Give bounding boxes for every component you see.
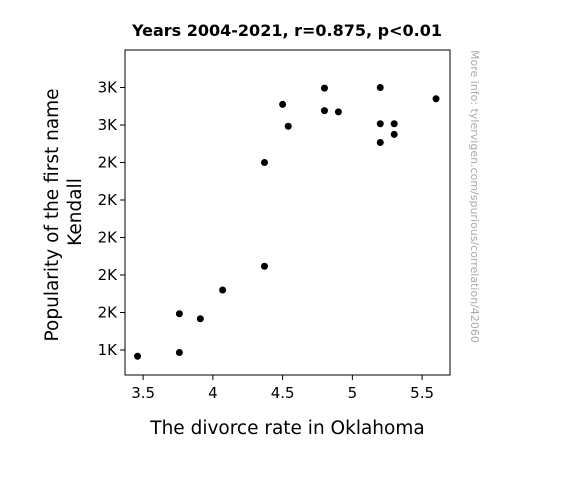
data-point	[279, 100, 287, 108]
data-point	[376, 84, 384, 91]
data-point	[175, 310, 183, 318]
x-tick-label: 4.5	[271, 384, 295, 402]
x-tick-label: 5	[348, 384, 358, 402]
plot-area-frame	[124, 49, 451, 376]
data-point	[390, 120, 398, 128]
chart-title: Years 2004-2021, r=0.875, p<0.01	[131, 21, 442, 40]
x-axis-ticks: 3.5 4 4.5 5 5.5	[131, 375, 434, 402]
y-axis-label: Popularity of the first name Kendall	[42, 83, 86, 342]
y-tick-label: 2K	[98, 304, 119, 322]
data-point	[320, 84, 328, 92]
data-point	[175, 349, 183, 356]
data-point	[390, 130, 398, 138]
data-point	[219, 286, 227, 294]
source-watermark: More info: tylervigen.com/spurious/corre…	[468, 50, 481, 343]
y-tick-label: 2K	[98, 266, 119, 284]
data-point	[334, 108, 342, 116]
y-tick-label: 3K	[98, 116, 119, 134]
data-points	[134, 84, 440, 360]
y-tick-label: 2K	[98, 154, 119, 172]
x-tick-label: 5.5	[410, 384, 434, 402]
data-point	[432, 95, 440, 103]
data-point	[376, 139, 384, 146]
y-axis-label-line-2: Kendall	[65, 178, 86, 246]
x-axis-label: The divorce rate in Oklahoma	[149, 418, 424, 439]
data-point	[320, 107, 328, 115]
data-point	[134, 352, 142, 360]
data-point	[260, 159, 268, 166]
data-point	[376, 120, 384, 128]
y-axis-ticks: 1K 2K 2K 2K 2K 2K 3K 3K	[98, 79, 125, 359]
y-tick-label: 2K	[98, 191, 119, 209]
data-point	[196, 315, 204, 323]
y-tick-label: 2K	[98, 229, 119, 247]
x-tick-label: 4	[208, 384, 218, 402]
y-tick-label: 1K	[98, 341, 119, 359]
data-point	[284, 122, 292, 130]
data-point	[260, 262, 268, 270]
y-axis-label-line-1: Popularity of the first name	[42, 88, 63, 341]
x-tick-label: 3.5	[131, 384, 155, 402]
y-tick-label: 3K	[98, 79, 119, 97]
